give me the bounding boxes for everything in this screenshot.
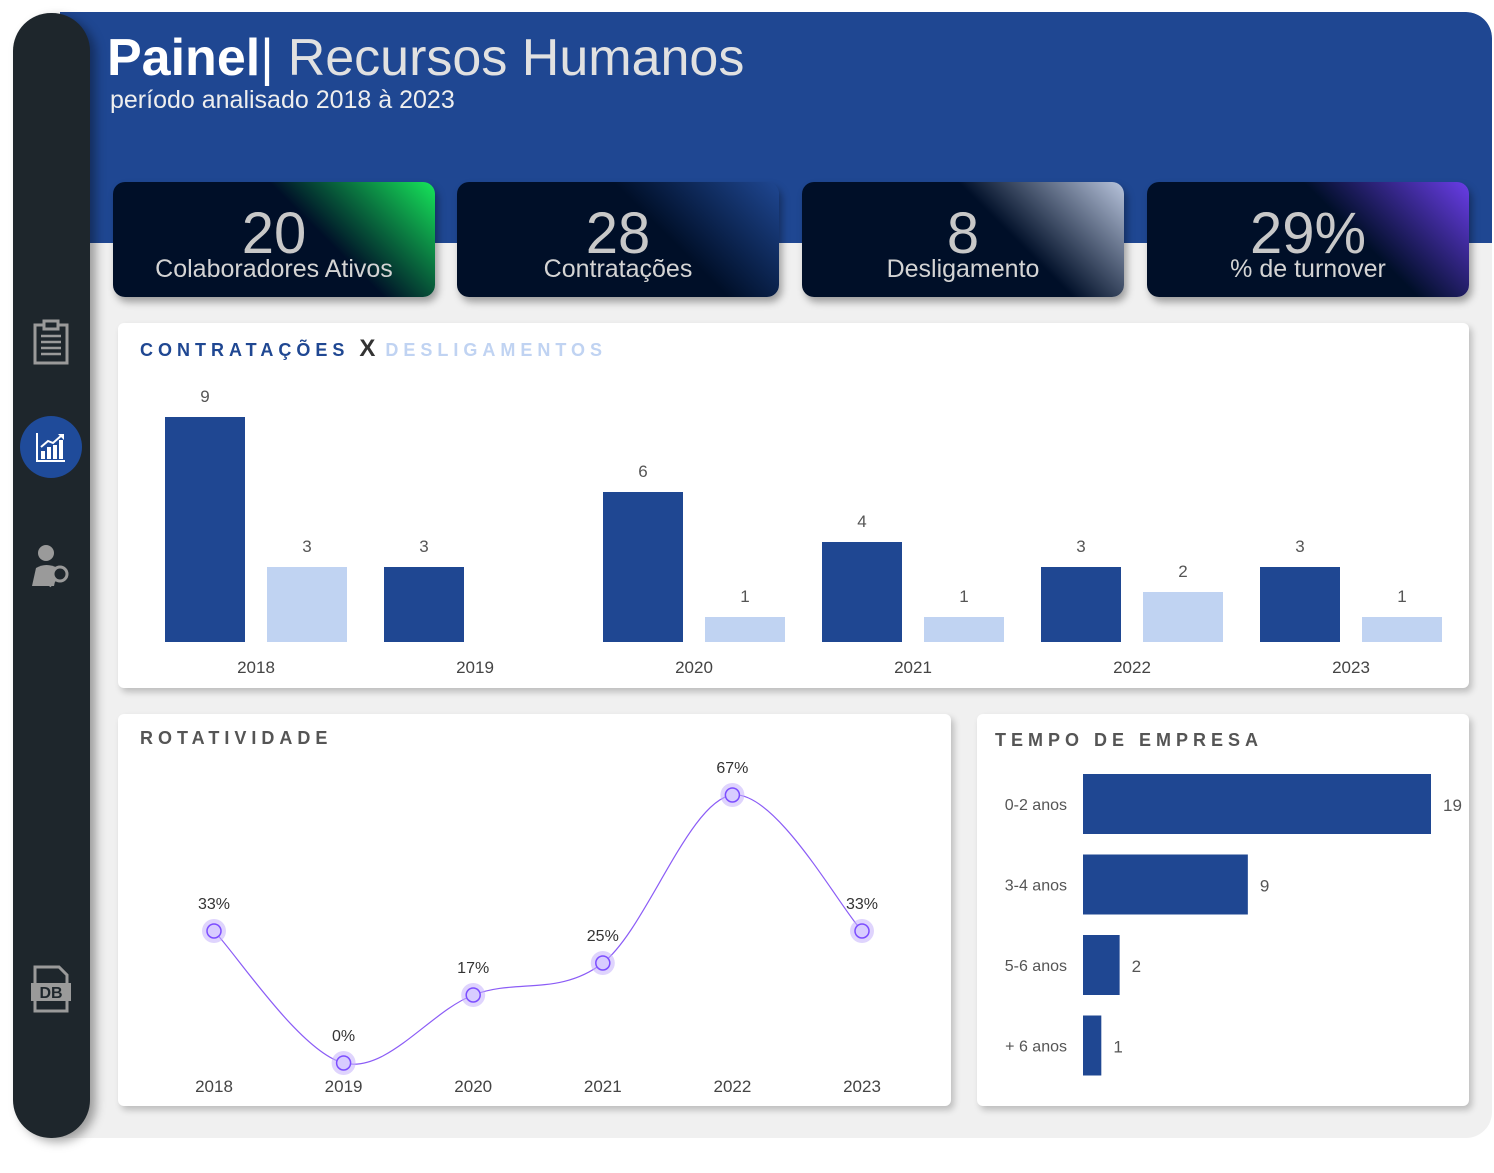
data-point [595,955,611,971]
data-label: 17% [457,960,489,977]
hires-terminations-chart: 9 3 2018 3 2019 6 1 2020 4 1 2021 3 2 2022 3 1 2023 [165,387,1442,677]
bar-value-label: 1 [1113,1038,1122,1057]
nav-dashboard[interactable] [20,416,82,478]
termination-bar [705,617,785,642]
turnover-title: ROTATIVIDADE [140,728,333,748]
bar-value-label: 1 [1397,587,1406,606]
hire-bar [1260,567,1340,642]
data-label: 33% [846,896,878,913]
category-label: 0-2 anos [1005,797,1067,814]
bar-value-label: 9 [200,387,209,406]
title-bold: Painel [107,29,261,87]
title-terminations: DESLIGAMENTOS [385,340,608,360]
bar-value-label: 2 [1132,957,1141,976]
x-tick-label: 2023 [843,1077,881,1096]
title-separator: | [260,29,274,87]
turnover-panel: ROTATIVIDADE 33% 2018 0% 2019 17% 2020 25% 2021… [118,714,951,1106]
data-point [724,787,741,803]
kpi-card: 8 Desligamento [802,182,1124,297]
termination-bar [1143,592,1223,642]
data-label: 33% [198,896,230,913]
x-tick-label: 2019 [325,1077,363,1096]
bar-value-label: 9 [1260,877,1269,896]
nav-people[interactable] [20,535,82,597]
hires-terminations-panel: CONTRATAÇÕES X DESLIGAMENTOS 9 3 2018 3 2019… [118,323,1469,688]
termination-bar [267,567,347,642]
clipboard-icon [33,319,69,365]
x-tick-label: 2021 [584,1077,622,1096]
x-tick-label: 2021 [894,658,932,677]
category-label: 3-4 anos [1005,878,1067,895]
title-light: Recursos Humanos [287,29,745,87]
tenure-panel: TEMPO DE EMPRESA 0-2 anos 19 3-4 anos 9 5-6 … [977,714,1469,1106]
category-label: 5-6 anos [1005,958,1067,975]
nav-reports[interactable] [20,311,82,373]
kpi-card: 20 Colaboradores Ativos [113,182,435,297]
bar-value-label: 19 [1443,796,1462,815]
kpi-value: 8 [946,201,980,266]
x-tick-label: 2018 [195,1077,233,1096]
bar-value-label: 3 [1076,537,1085,556]
data-label: 0% [332,1028,355,1045]
database-file-icon: DB [31,965,71,1013]
turnover-chart: 33% 2018 0% 2019 17% 2020 25% 2021 67% 2022 33% 202… [195,760,881,1096]
x-tick-label: 2023 [1332,658,1370,677]
bar-value-label: 1 [740,587,749,606]
kpi-label: Colaboradores Ativos [155,255,393,283]
db-label: DB [39,985,62,1002]
tenure-chart: 0-2 anos 19 3-4 anos 9 5-6 anos 2 + 6 anos 1 [1005,774,1462,1076]
tenure-bar [1083,854,1248,915]
hire-bar [822,542,902,642]
data-point [335,1055,352,1071]
x-tick-label: 2018 [237,658,275,677]
x-tick-label: 2020 [454,1077,492,1096]
bar-value-label: 4 [857,512,866,531]
chart-icon [36,433,65,462]
kpi-card: 29%% de turnover [1147,182,1469,297]
title-x: X [359,335,376,362]
hire-bar [165,417,245,642]
turnover-line [213,794,863,1065]
page-title: Painel| Recursos Humanos [107,28,744,88]
kpi-card: 28 Contratações [457,182,779,297]
bar-value-label: 6 [638,462,647,481]
kpi-label: Desligamento [886,255,1040,283]
hire-bar [384,567,464,642]
tenure-bar [1083,935,1120,995]
termination-bar [1362,617,1442,642]
tenure-bar [1083,774,1431,834]
kpi-value: 28 [585,201,651,266]
data-label: 67% [716,760,748,777]
hire-bar [603,492,683,642]
page-subtitle: período analisado 2018 à 2023 [110,86,455,114]
x-tick-label: 2022 [1113,658,1151,677]
bar-value-label: 2 [1178,562,1187,581]
bar-value-label: 3 [302,537,311,556]
hires-terminations-title: CONTRATAÇÕES X DESLIGAMENTOS [140,335,607,363]
bar-value-label: 1 [959,587,968,606]
kpi-value: 29% [1249,201,1367,266]
title-hires: CONTRATAÇÕES [140,340,350,360]
tenure-title: TEMPO DE EMPRESA [995,730,1264,750]
x-tick-label: 2019 [456,658,494,677]
termination-bar [924,617,1004,642]
kpi-label: % de turnover [1230,255,1386,283]
tenure-bar [1083,1015,1102,1076]
nav-database[interactable]: DB [20,958,82,1020]
kpi-value: 20 [241,201,307,266]
data-label: 25% [587,928,619,945]
x-tick-label: 2020 [675,658,713,677]
category-label: + 6 anos [1005,1039,1067,1056]
bar-value-label: 3 [419,537,428,556]
bar-value-label: 3 [1295,537,1304,556]
x-tick-label: 2022 [713,1077,751,1096]
data-point [206,923,222,939]
user-search-icon [32,545,69,588]
kpi-label: Contratações [543,255,693,283]
data-point [465,987,481,1003]
sidebar: DB [13,13,90,1138]
hire-bar [1041,567,1121,642]
data-point [854,923,870,939]
